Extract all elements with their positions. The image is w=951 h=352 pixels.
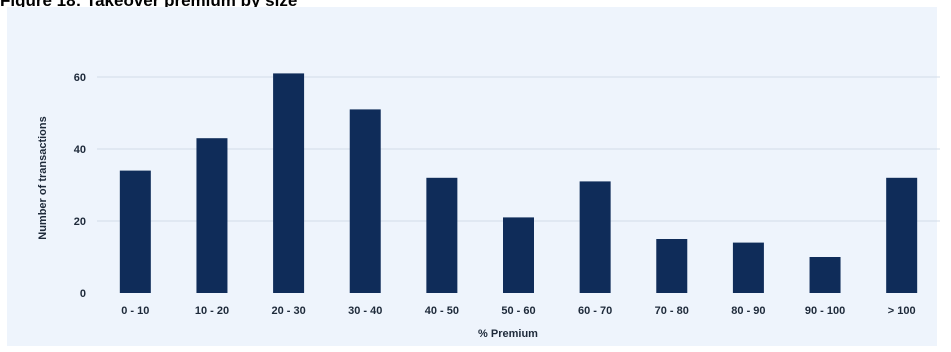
x-axis-label: % Premium [478,328,538,340]
y-tick-label: 60 [74,72,86,84]
bar [809,257,841,293]
bar [579,181,611,293]
x-tick-label: 90 - 100 [805,305,845,317]
bar [426,177,458,293]
bar [886,177,918,293]
x-tick-label: 0 - 10 [121,305,149,317]
bar [656,239,688,293]
x-tick-label: 60 - 70 [578,305,612,317]
bar [349,109,381,294]
bar [732,242,764,293]
x-tick-label: 20 - 30 [271,305,305,317]
bars [119,73,918,294]
y-tick-labels: 0 20 40 60 [74,72,86,300]
chart-panel [7,7,937,346]
figure-title: Figure 18: Takeover premium by size [0,0,298,10]
x-tick-labels: 0 - 10 10 - 20 20 - 30 30 - 40 40 - 50 50 - 6… [121,305,915,317]
x-tick-label: 10 - 20 [195,305,229,317]
bar [196,138,228,293]
y-tick-label: 40 [74,144,86,156]
bar [273,73,305,294]
y-axis-label: Number of transactions [37,116,49,239]
y-tick-label: 0 [80,288,86,300]
x-tick-label: 80 - 90 [731,305,765,317]
x-tick-label: > 100 [888,305,916,317]
bar [119,170,151,293]
y-tick-label: 20 [74,216,86,228]
x-tick-label: 40 - 50 [425,305,459,317]
x-tick-label: 30 - 40 [348,305,382,317]
x-tick-label: 70 - 80 [655,305,689,317]
bar [503,217,534,293]
x-tick-label: 50 - 60 [501,305,535,317]
